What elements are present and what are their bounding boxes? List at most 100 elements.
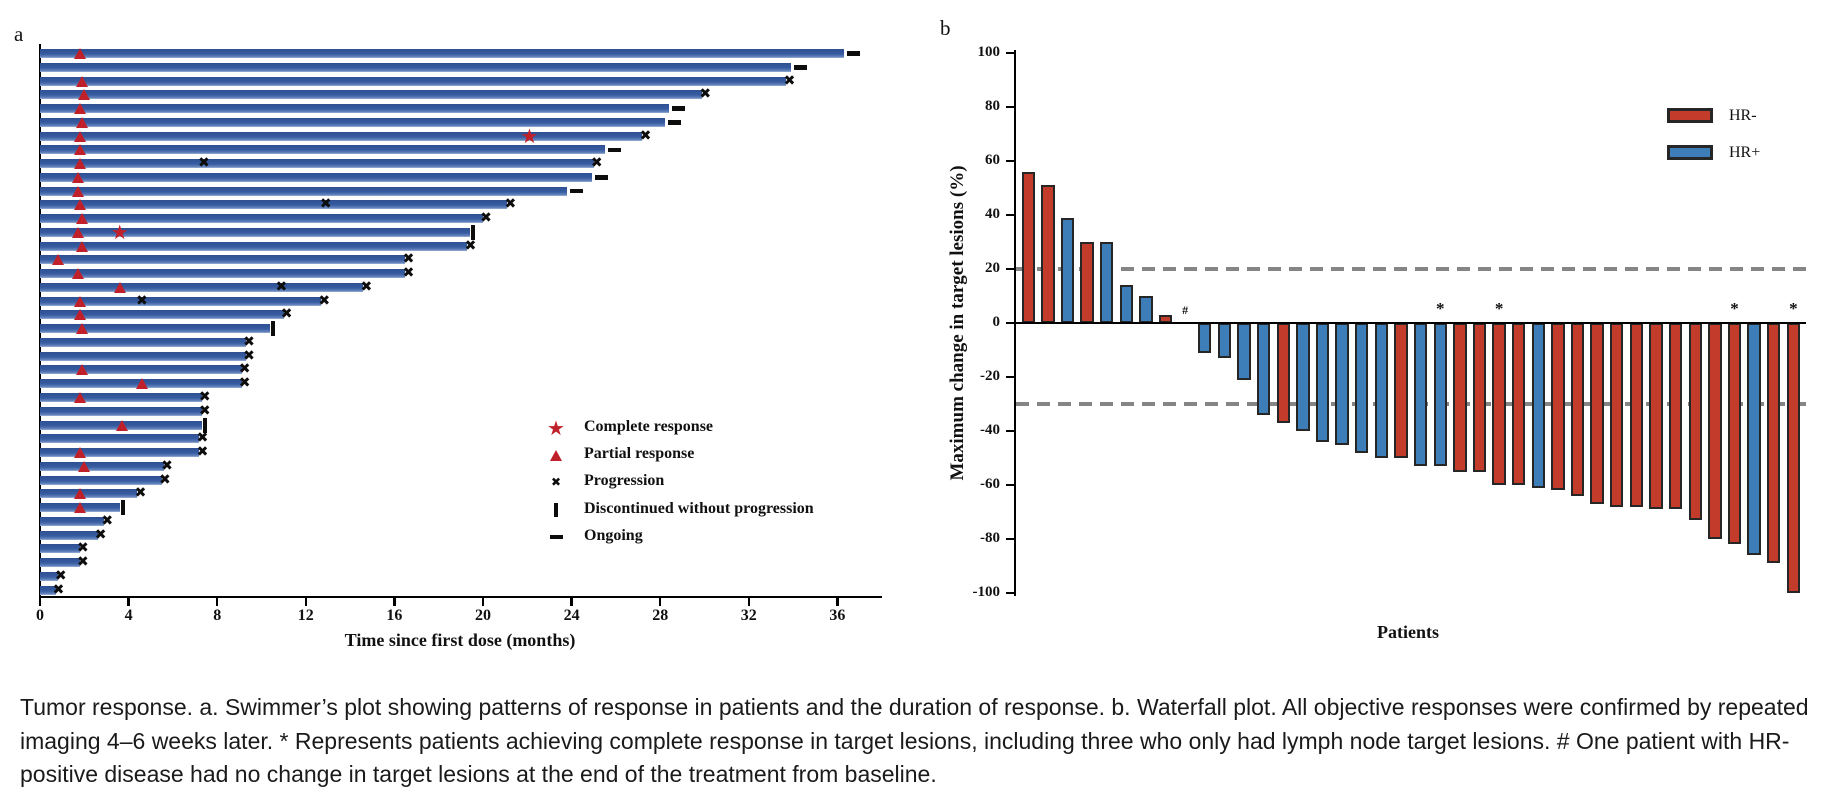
swimmer-bar	[40, 337, 246, 347]
ongoing-dash-marker	[672, 106, 686, 111]
swimmer-bar	[40, 296, 322, 306]
partial-response-triangle-marker	[51, 254, 64, 266]
swimmer-bar	[40, 544, 80, 554]
waterfall-bar	[1139, 296, 1153, 323]
partial-response-triangle-marker	[73, 488, 86, 500]
swimmer-bar	[40, 434, 200, 444]
progression-x-marker: ✖	[590, 155, 603, 172]
waterfall-y-tick	[1005, 591, 1014, 595]
waterfall-bar	[1099, 242, 1114, 323]
waterfall-bar	[1021, 171, 1035, 323]
waterfall-bar	[1433, 323, 1447, 467]
partial-response-triangle-marker	[73, 199, 86, 211]
swimmer-bar	[40, 489, 138, 499]
swimmer-x-tick-label: 20	[475, 607, 491, 624]
swimmer-bar	[40, 310, 284, 320]
swimmer-bar	[40, 585, 56, 595]
waterfall-bar	[1610, 323, 1624, 507]
waterfall-bar	[1708, 323, 1722, 539]
ongoing-dash-marker	[594, 175, 608, 180]
partial-response-triangle-marker	[73, 502, 86, 514]
waterfall-bar	[1198, 323, 1212, 353]
partial-response-triangle-marker	[73, 158, 86, 170]
waterfall-bar	[1472, 323, 1487, 472]
progression-x-marker: ✖	[275, 278, 288, 295]
partial-response-triangle-marker	[73, 144, 86, 156]
waterfall-y-tick-label: -20	[980, 368, 1000, 384]
discontinued-marker	[120, 500, 125, 516]
waterfall-y-tick	[1005, 105, 1014, 109]
waterfall-y-tick	[1005, 267, 1014, 271]
waterfall-bar	[1217, 323, 1232, 359]
discontinued-marker	[271, 321, 276, 337]
partial-response-triangle-marker	[76, 116, 89, 128]
partial-response-triangle-marker	[73, 130, 86, 142]
swimmer-bar	[40, 159, 594, 169]
waterfall-bar	[1453, 323, 1467, 472]
progression-x-marker: ✖	[76, 540, 89, 557]
progression-x-marker: ✖	[54, 567, 67, 584]
waterfall-bar	[1296, 323, 1310, 431]
swimmer-legend-label: Partial response	[584, 445, 695, 463]
progression-x-marker: ✖	[480, 210, 492, 227]
waterfall-bar	[1590, 323, 1604, 504]
panel-a-label: a	[14, 22, 24, 46]
partial-response-triangle-marker	[115, 419, 128, 431]
swimmer-y-axis-line	[38, 44, 41, 598]
swimmer-legend-label: Complete response	[584, 418, 714, 435]
swimmer-bar	[40, 76, 787, 86]
waterfall-y-tick	[1005, 51, 1014, 55]
waterfall-bar	[1570, 323, 1585, 496]
waterfall-bar	[1786, 323, 1801, 593]
panel-b-label: b	[940, 16, 951, 40]
swimmer-bar	[40, 406, 202, 416]
waterfall-bar	[1649, 323, 1663, 510]
swimmer-bar	[40, 530, 98, 540]
waterfall-y-tick	[1005, 483, 1014, 487]
legend-partial-response-triangle-icon	[550, 449, 562, 461]
partial-response-triangle-marker	[78, 460, 91, 472]
waterfall-legend-swatch	[1667, 108, 1713, 123]
swimmer-bar	[40, 324, 271, 334]
waterfall-bar	[1119, 285, 1133, 323]
waterfall-y-tick	[1005, 537, 1014, 541]
swimmer-bar	[40, 241, 468, 251]
progression-x-marker: ✖	[318, 292, 331, 309]
partial-response-triangle-marker	[76, 240, 89, 252]
swimmer-x-tick	[304, 598, 307, 606]
swimmer-bar	[40, 104, 670, 114]
waterfall-bar	[1080, 242, 1094, 323]
swimmer-legend-label: Progression	[584, 472, 665, 490]
swimmer-x-tick-label: 12	[297, 607, 314, 624]
progression-x-marker: ✖	[243, 333, 255, 350]
swimmer-bar	[40, 448, 200, 458]
swimmer-bar	[40, 145, 605, 155]
progression-x-marker: ✖	[402, 265, 415, 282]
waterfall-bar	[1276, 323, 1290, 423]
swimmer-bar	[40, 269, 406, 279]
swimmer-x-tick	[570, 598, 573, 606]
waterfall-y-tick-label: 0	[992, 314, 1001, 330]
swimmer-x-tick-label: 8	[213, 607, 222, 624]
partial-response-triangle-marker	[76, 213, 89, 225]
waterfall-y-tick-label: 100	[977, 44, 1001, 60]
ongoing-dash-marker	[570, 188, 584, 194]
waterfall-y-tick	[1005, 375, 1014, 379]
discontinued-marker	[470, 224, 475, 240]
legend-complete-response-star-icon: ★	[547, 415, 565, 440]
partial-response-triangle-marker	[71, 171, 84, 183]
progression-x-marker: ✖	[198, 155, 210, 172]
progression-x-marker: ✖	[161, 457, 173, 474]
progression-x-marker: ✖	[504, 196, 517, 213]
progression-x-marker: ✖	[134, 485, 147, 502]
waterfall-x-axis-title: Patients	[1377, 622, 1439, 642]
swimmer-x-tick-label: 36	[829, 607, 846, 624]
waterfall-bar	[1394, 323, 1408, 458]
progression-x-marker: ✖	[699, 86, 712, 103]
waterfall-y-tick	[1005, 159, 1014, 163]
partial-response-triangle-marker	[135, 378, 148, 390]
swimmer-bar	[40, 214, 483, 224]
waterfall-y-tick-label: -80	[980, 530, 1000, 546]
waterfall-legend-label: HR-	[1729, 107, 1757, 124]
